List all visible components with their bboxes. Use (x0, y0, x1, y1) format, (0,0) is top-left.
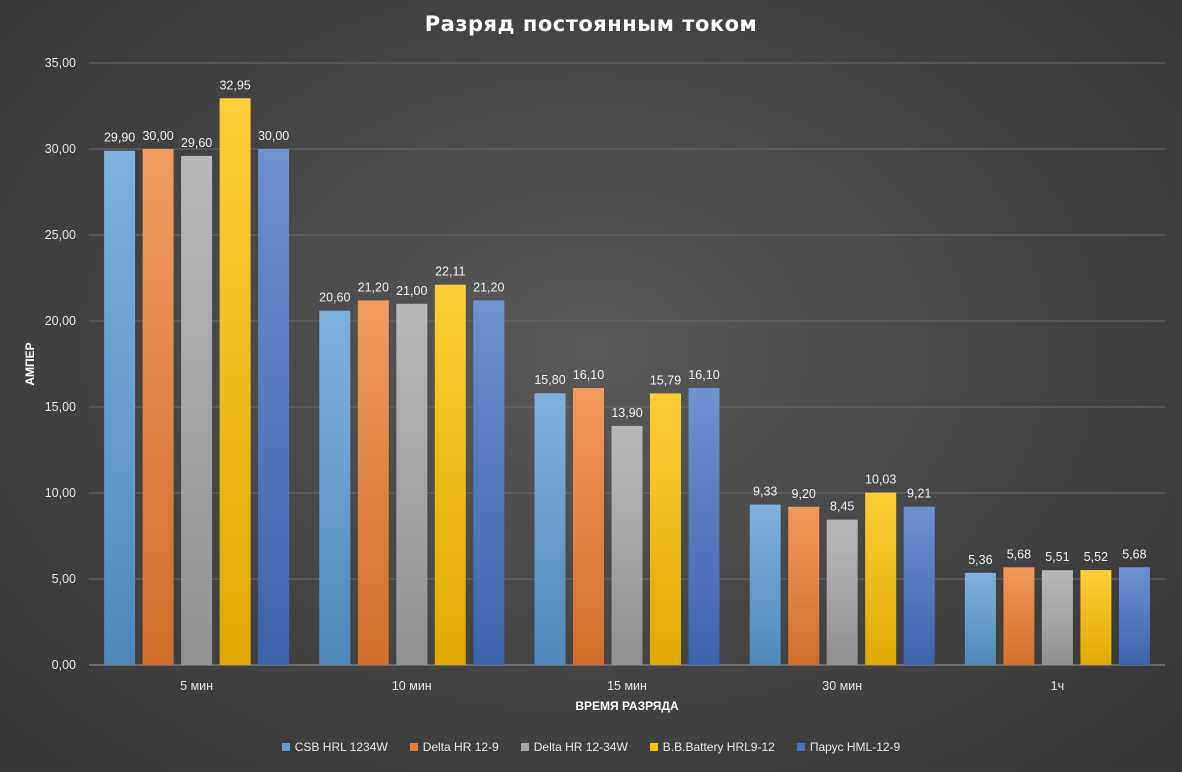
legend-label: Delta HR 12-9 (422, 740, 499, 754)
data-label: 15,79 (650, 373, 681, 387)
data-label: 9,33 (753, 485, 777, 499)
data-label: 13,90 (611, 406, 642, 420)
bar (396, 303, 428, 665)
data-label: 5,51 (1045, 550, 1069, 564)
bar (104, 150, 136, 666)
bar (826, 519, 858, 665)
legend-swatch (409, 743, 418, 751)
data-label: 20,60 (319, 291, 350, 305)
data-label: 5,52 (1084, 550, 1108, 564)
legend-item: Delta HR 12-34W (520, 740, 628, 754)
legend-label: Delta HR 12-34W (533, 740, 628, 754)
bar (1080, 570, 1112, 665)
legend-label: B.B.Battery HRL9-12 (662, 740, 775, 754)
data-label: 5,68 (1122, 547, 1146, 561)
bar (181, 155, 213, 665)
data-label: 5,68 (1007, 547, 1031, 561)
data-label: 30,00 (258, 129, 289, 143)
bar (1118, 567, 1150, 665)
y-tick-label: 35,00 (45, 56, 76, 70)
data-label: 21,20 (473, 280, 504, 294)
x-axis-title: ВРЕМЯ РАЗРЯДА (575, 699, 679, 713)
data-label: 8,45 (830, 500, 854, 514)
x-tick-label: 10 мин (392, 679, 432, 693)
bar (788, 506, 820, 665)
data-label: 9,20 (792, 487, 816, 501)
bar (650, 393, 681, 665)
y-tick-label: 0,00 (52, 658, 76, 672)
legend-item: Парус HML-12-9 (796, 740, 901, 754)
data-label: 22,11 (435, 265, 465, 279)
bar (319, 310, 351, 665)
data-label: 16,10 (573, 368, 604, 382)
data-label: 21,20 (358, 280, 389, 294)
x-tick-label: 1ч (1051, 679, 1064, 693)
legend: CSB HRL 1234W Delta HR 12-9 Delta HR 12-34… (0, 740, 1182, 754)
bar (473, 300, 505, 665)
bar (749, 504, 781, 665)
bar (258, 149, 290, 665)
data-label: 16,10 (688, 368, 719, 382)
x-tick-label: 15 мин (607, 679, 647, 693)
legend-label: Парус HML-12-9 (809, 740, 901, 754)
y-tick-label: 5,00 (52, 572, 76, 586)
data-label: 30,00 (142, 129, 173, 143)
legend-swatch (649, 743, 658, 751)
legend-item: B.B.Battery HRL9-12 (649, 740, 775, 754)
bar (1003, 567, 1035, 665)
legend-swatch (281, 743, 290, 751)
legend-label: CSB HRL 1234W (294, 740, 388, 754)
y-tick-label: 10,00 (45, 486, 76, 500)
bar (357, 300, 389, 665)
legend-swatch (796, 743, 805, 751)
data-label: 21,00 (396, 284, 427, 298)
bar (865, 492, 897, 665)
data-label: 15,80 (534, 373, 565, 387)
y-tick-label: 30,00 (45, 142, 76, 156)
chart-title: Разряд постоянным током (424, 12, 758, 36)
data-label: 10,03 (865, 472, 896, 486)
bar (688, 388, 720, 665)
data-label: 29,60 (181, 136, 212, 150)
legend-swatch (520, 743, 529, 751)
bar (142, 149, 174, 665)
data-label: 32,95 (219, 78, 250, 92)
bar (903, 506, 935, 665)
data-label: 29,90 (104, 131, 135, 145)
x-tick-label: 30 мин (822, 679, 862, 693)
data-label: 9,21 (907, 487, 931, 501)
bar (534, 393, 566, 665)
legend-item: CSB HRL 1234W (281, 740, 388, 754)
bar (219, 98, 251, 665)
bar (573, 388, 604, 665)
bar (611, 425, 643, 665)
bar (1041, 570, 1073, 665)
bar (964, 572, 996, 665)
bar (434, 284, 466, 665)
y-tick-label: 25,00 (45, 228, 76, 242)
y-tick-label: 15,00 (45, 400, 76, 414)
legend-item: Delta HR 12-9 (409, 740, 499, 754)
data-label: 5,36 (968, 553, 992, 567)
y-tick-label: 20,00 (45, 314, 76, 328)
x-tick-label: 5 мин (180, 679, 213, 693)
